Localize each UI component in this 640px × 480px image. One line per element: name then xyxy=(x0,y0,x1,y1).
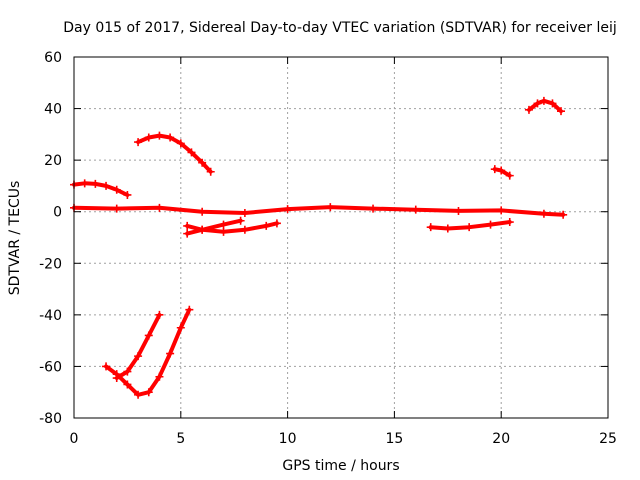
data-point xyxy=(283,205,292,214)
series-line-1 xyxy=(72,205,566,217)
data-series-group xyxy=(70,96,568,399)
data-point xyxy=(123,190,132,199)
chart-title: Day 015 of 2017, Sidereal Day-to-day VTE… xyxy=(63,20,617,36)
axis-ticks: 0 5 10 15 20 25 -80 -60 -40 -20 0 20 40 60 xyxy=(39,50,617,447)
data-point xyxy=(548,99,557,108)
data-point xyxy=(219,220,228,229)
data-point xyxy=(166,349,175,358)
y-tick-label: -60 xyxy=(39,359,62,375)
data-point xyxy=(134,352,143,361)
x-tick-label: 0 xyxy=(70,431,79,447)
data-point xyxy=(155,131,164,140)
data-point xyxy=(240,225,249,234)
data-point xyxy=(486,220,495,229)
data-point xyxy=(454,206,463,215)
y-tick-label: 20 xyxy=(44,153,62,169)
data-point xyxy=(497,206,506,215)
data-point xyxy=(112,374,121,383)
data-point xyxy=(539,96,548,105)
data-point xyxy=(176,139,185,148)
y-tick-label: 0 xyxy=(53,205,62,221)
data-point xyxy=(166,133,175,142)
data-point xyxy=(465,223,474,232)
data-point xyxy=(134,390,143,399)
data-point xyxy=(102,181,111,190)
data-point xyxy=(198,225,207,234)
plot-frame xyxy=(73,56,609,419)
data-point xyxy=(155,203,164,212)
series-line-7 xyxy=(114,312,162,380)
data-point xyxy=(206,167,215,176)
y-tick-label: 40 xyxy=(44,102,62,118)
x-tick-label: 10 xyxy=(279,431,297,447)
data-point xyxy=(123,380,132,389)
data-point xyxy=(557,107,566,116)
data-point xyxy=(123,367,132,376)
data-point xyxy=(490,165,499,174)
data-point xyxy=(155,372,164,381)
data-point xyxy=(144,133,153,142)
data-point xyxy=(497,166,506,175)
data-point xyxy=(539,209,548,218)
data-point xyxy=(198,158,207,167)
data-point xyxy=(134,138,143,147)
data-point xyxy=(240,209,249,218)
x-tick-label: 15 xyxy=(385,431,403,447)
data-point xyxy=(144,331,153,340)
x-axis-label: GPS time / hours xyxy=(282,458,399,474)
data-point xyxy=(102,362,111,371)
data-point xyxy=(80,179,89,188)
data-point xyxy=(559,210,568,219)
data-point xyxy=(155,310,164,319)
data-point xyxy=(326,203,335,212)
data-point xyxy=(369,204,378,213)
y-tick-label: -20 xyxy=(39,256,62,272)
data-point xyxy=(533,99,542,108)
data-point xyxy=(262,221,271,230)
y-tick-label: 60 xyxy=(44,50,62,66)
y-tick-label: -40 xyxy=(39,308,62,324)
data-point xyxy=(411,205,420,214)
data-point xyxy=(144,388,153,397)
data-point xyxy=(443,224,452,233)
y-axis-label: SDTVAR / TECUs xyxy=(7,181,23,296)
data-point xyxy=(183,221,192,230)
data-point xyxy=(426,223,435,232)
series-line-10 xyxy=(527,98,563,114)
data-point xyxy=(505,218,514,227)
x-tick-label: 20 xyxy=(492,431,510,447)
x-tick-label: 25 xyxy=(599,431,617,447)
data-point xyxy=(185,305,194,314)
series-line-4 xyxy=(185,218,243,236)
data-point xyxy=(272,219,281,228)
data-point xyxy=(187,148,196,157)
y-tick-label: -80 xyxy=(39,411,62,427)
data-point xyxy=(505,171,514,180)
data-point xyxy=(112,185,121,194)
data-point xyxy=(236,216,245,225)
data-point xyxy=(91,179,100,188)
data-point xyxy=(176,323,185,332)
x-tick-label: 5 xyxy=(176,431,185,447)
data-point xyxy=(198,207,207,216)
data-point xyxy=(219,227,228,236)
data-point xyxy=(112,204,121,213)
data-point xyxy=(524,105,533,114)
data-point xyxy=(183,229,192,238)
series-line-6 xyxy=(104,307,192,397)
